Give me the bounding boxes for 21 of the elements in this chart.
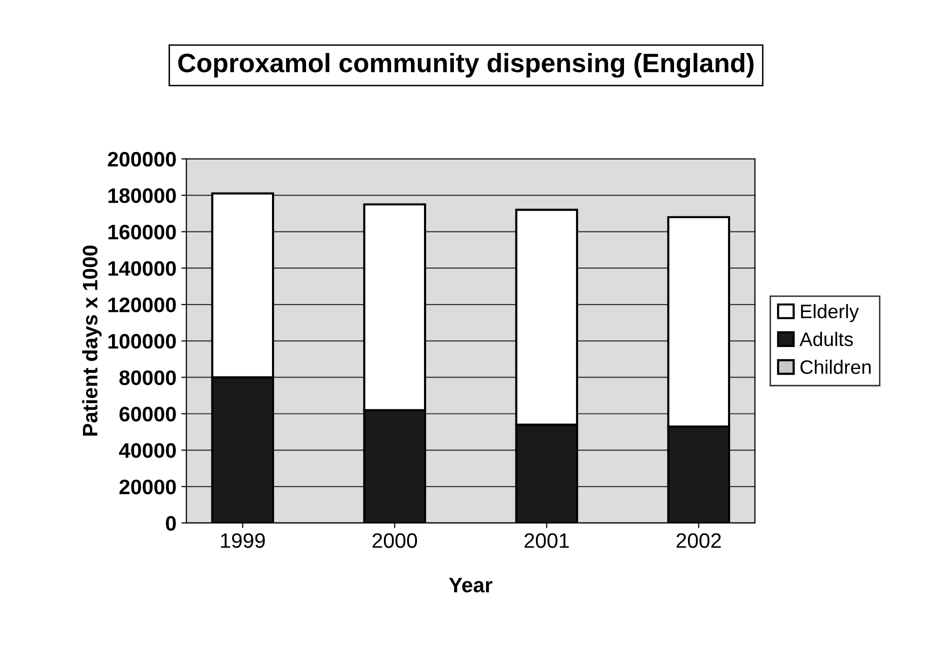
y-tick-label: 0 [166, 516, 176, 531]
y-tick-label: 20000 [119, 480, 176, 494]
y-tick-label: 40000 [119, 443, 176, 458]
x-tick-label: 2000 [372, 533, 418, 548]
y-tick-label: 120000 [108, 298, 176, 312]
x-tick-label: 2002 [676, 533, 721, 548]
chart-title: Coproxamol community dispensing (England) [178, 52, 754, 78]
y-tick-label: 80000 [119, 370, 176, 386]
x-tick-label: 2001 [524, 533, 569, 548]
y-tick-label: 160000 [108, 224, 176, 240]
y-tick-label: 100000 [108, 334, 176, 349]
y-tick-label: 200000 [108, 152, 176, 167]
legend-label: Adults [800, 332, 853, 346]
y-tick-label: 60000 [120, 406, 176, 422]
x-axis-title: Year [449, 578, 492, 592]
y-tick-label: 140000 [108, 261, 176, 276]
y-axis-title: Patient days x 1000 [82, 246, 102, 436]
y-tick-label: 180000 [108, 188, 176, 204]
legend-label: Elderly [801, 304, 859, 322]
x-tick-label: 1999 [221, 533, 265, 548]
legend-label: Children [800, 360, 871, 374]
